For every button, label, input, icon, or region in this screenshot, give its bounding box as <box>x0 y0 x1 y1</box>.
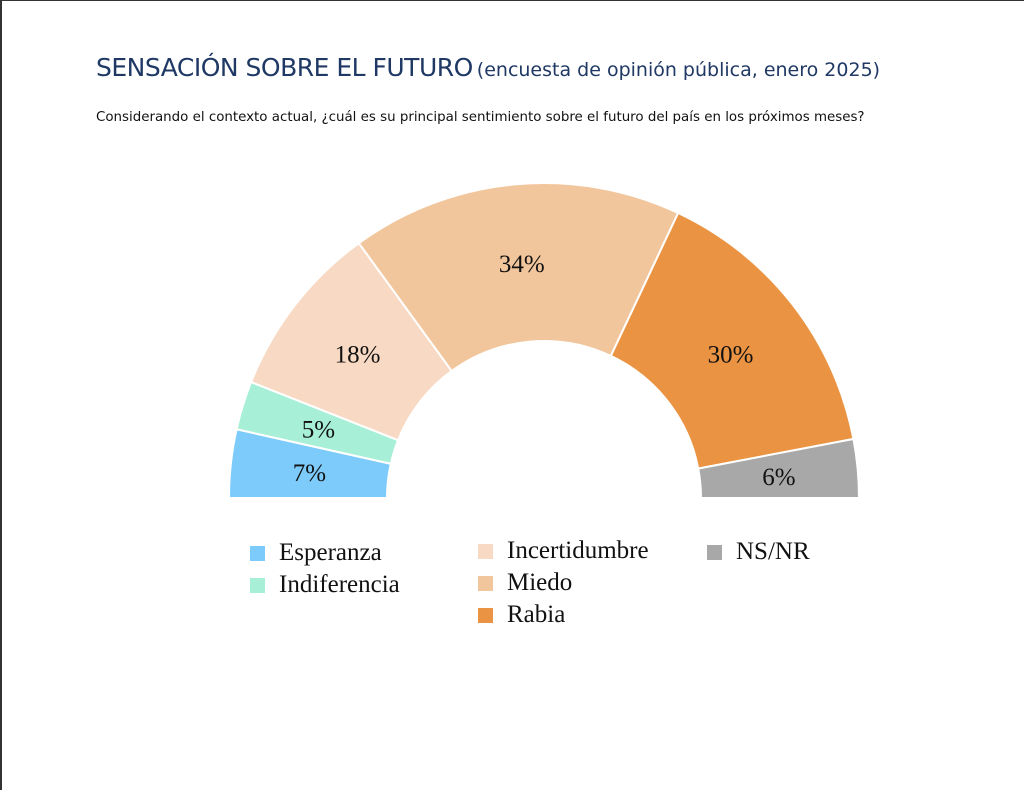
survey-question: Considerando el contexto actual, ¿cuál e… <box>96 110 865 125</box>
data-label-indiferencia: 5% <box>302 417 335 444</box>
legend-swatch-miedo <box>478 575 493 591</box>
chart-title: SENSACIÓN SOBRE EL FUTURO (encuesta de op… <box>96 53 880 82</box>
slice-rabia <box>609 211 855 470</box>
data-label-nsnr: 6% <box>762 464 795 491</box>
legend-swatch-nsnr <box>707 544 722 560</box>
legend-swatch-rabia <box>478 607 493 623</box>
legend-item-nsnr: NS/NR <box>707 538 810 566</box>
legend-label-indiferencia: Indiferencia <box>279 571 400 598</box>
legend-label-miedo: Miedo <box>507 569 573 596</box>
legend-item-rabia: Rabia <box>478 601 565 629</box>
data-label-rabia: 30% <box>708 341 754 368</box>
slice-miedo <box>357 182 680 373</box>
slice-nsnr <box>697 437 861 499</box>
chart-title-main: SENSACIÓN SOBRE EL FUTURO <box>96 53 473 82</box>
legend-swatch-esperanza <box>250 545 265 561</box>
data-label-esperanza: 7% <box>293 460 326 487</box>
data-label-incertidumbre: 18% <box>335 341 381 368</box>
legend-item-indiferencia: Indiferencia <box>250 571 400 599</box>
legend-item-miedo: Miedo <box>478 569 572 597</box>
legend-swatch-indiferencia <box>250 577 265 593</box>
data-label-miedo: 34% <box>499 251 545 278</box>
legend-label-esperanza: Esperanza <box>279 539 382 566</box>
chart-title-subtitle: (encuesta de opinión pública, enero 2025… <box>476 59 881 81</box>
legend-swatch-incertidumbre <box>478 543 493 559</box>
legend-label-incertidumbre: Incertidumbre <box>507 537 649 564</box>
legend-item-esperanza: Esperanza <box>250 539 382 567</box>
legend-item-incertidumbre: Incertidumbre <box>478 537 649 565</box>
legend-label-rabia: Rabia <box>507 601 566 628</box>
legend-label-nsnr: NS/NR <box>736 538 810 565</box>
